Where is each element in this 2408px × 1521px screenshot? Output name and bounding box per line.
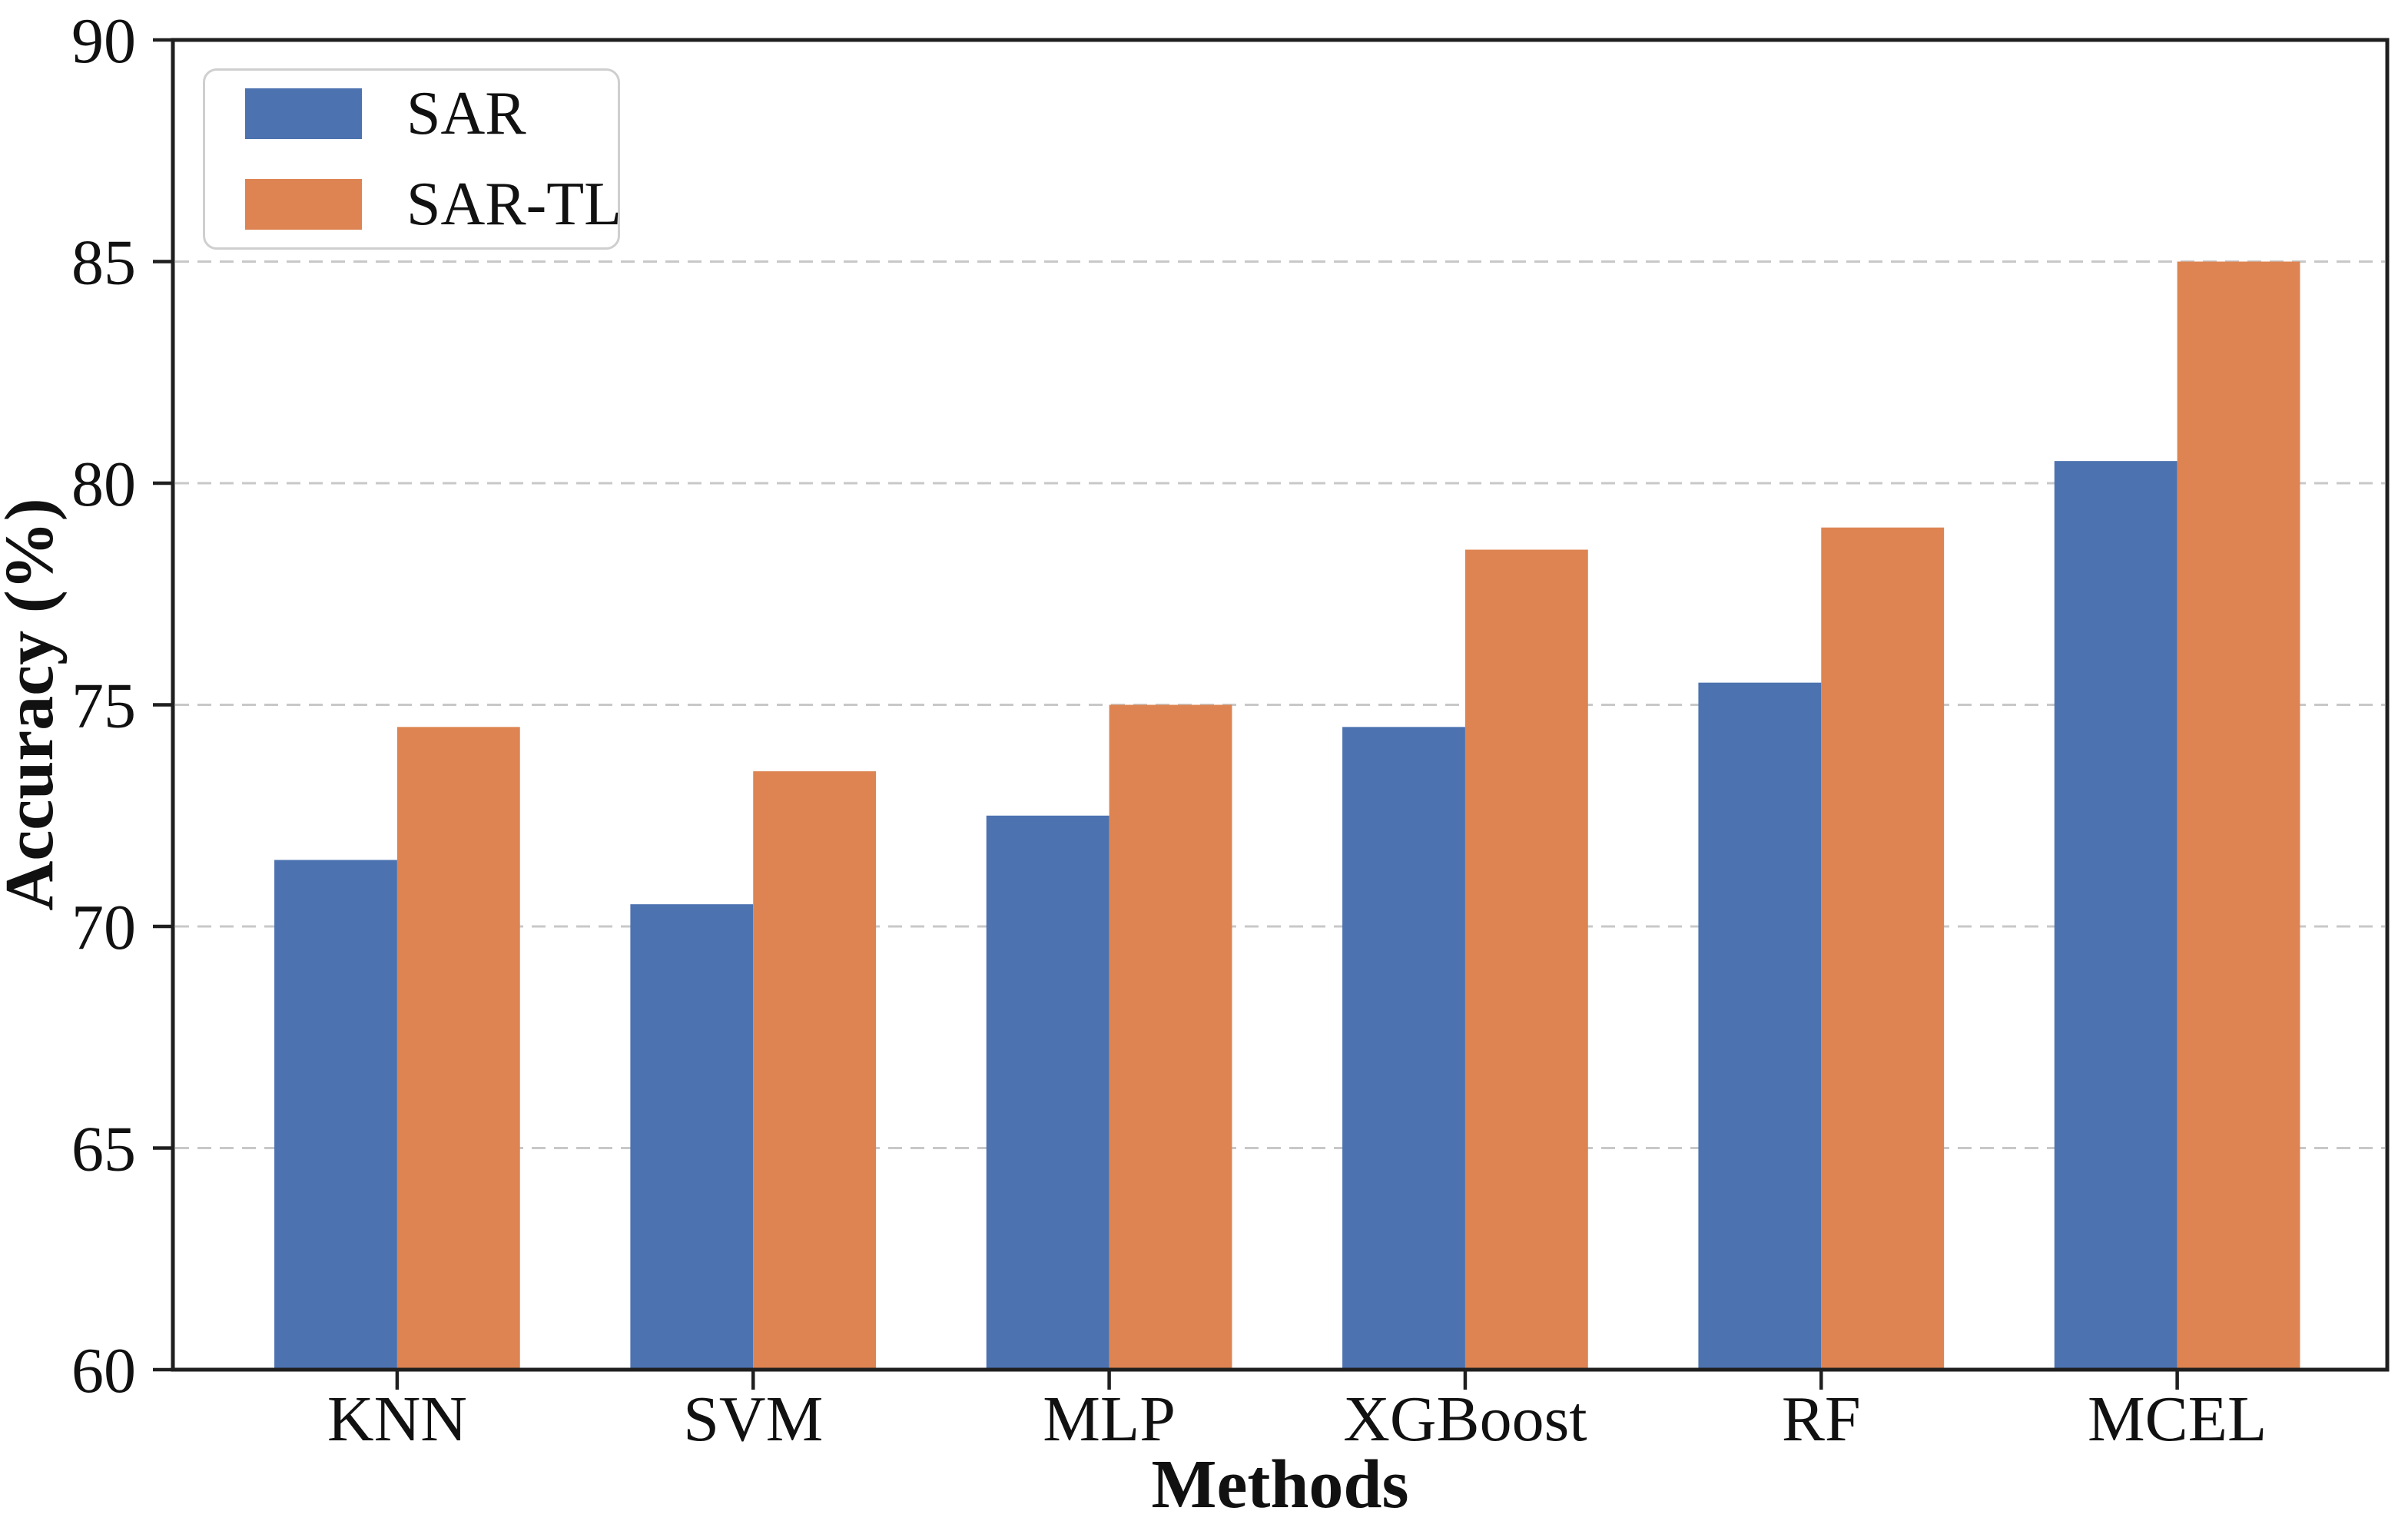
- y-tick-label-65: 65: [71, 1114, 136, 1185]
- legend-label-sar-tl: SAR-TL: [406, 171, 622, 238]
- y-tick-label-70: 70: [71, 892, 136, 963]
- gridlines: [175, 260, 2385, 1149]
- axis-labels: 60 65 70 75 80 85 90 KNN SVM MLP XGBoost RF MCEL: [71, 5, 2267, 1455]
- bar-SAR-TL-MCEL: [2177, 261, 2300, 1370]
- bar-SAR-XGBoost: [1342, 727, 1465, 1370]
- legend: SAR SAR-TL: [203, 68, 622, 250]
- bar-SAR-TL-MLP: [1109, 704, 1232, 1370]
- bar-SAR-RF: [1698, 682, 1822, 1370]
- bars: [274, 261, 2300, 1370]
- bar-SAR-TL-RF: [1821, 527, 1945, 1370]
- x-tick-label-XGBoost: XGBoost: [1343, 1383, 1587, 1455]
- bar-SAR-KNN: [274, 860, 397, 1370]
- x-tick-label-KNN: KNN: [327, 1383, 467, 1455]
- y-tick-label-85: 85: [71, 227, 136, 299]
- y-tick-label-90: 90: [71, 5, 136, 77]
- x-tick-label-RF: RF: [1782, 1383, 1861, 1455]
- y-tick-label-75: 75: [71, 671, 136, 742]
- axes: [153, 38, 2390, 1390]
- x-tick-label-MLP: MLP: [1043, 1383, 1176, 1455]
- bar-SAR-MCEL: [2054, 461, 2177, 1370]
- bar-SAR-TL-XGBoost: [1464, 549, 1588, 1370]
- x-axis-title: Methods: [1152, 1446, 1409, 1521]
- legend-item-sar: SAR: [245, 83, 595, 144]
- y-axis-title: Accuracy (%): [0, 498, 68, 910]
- bar-SAR-TL-SVM: [753, 771, 877, 1370]
- legend-item-sar-tl: SAR-TL: [245, 174, 622, 235]
- legend-swatch-sar-tl: [245, 179, 362, 230]
- y-tick-label-60: 60: [71, 1335, 136, 1407]
- x-tick-label-MCEL: MCEL: [2088, 1383, 2267, 1455]
- bar-SAR-TL-KNN: [396, 727, 520, 1370]
- bar-SAR-MLP: [986, 815, 1109, 1370]
- legend-label-sar: SAR: [406, 80, 526, 147]
- legend-swatch-sar: [245, 88, 362, 139]
- x-tick-label-SVM: SVM: [683, 1383, 823, 1455]
- y-tick-label-80: 80: [71, 449, 136, 520]
- bar-SAR-SVM: [630, 904, 754, 1370]
